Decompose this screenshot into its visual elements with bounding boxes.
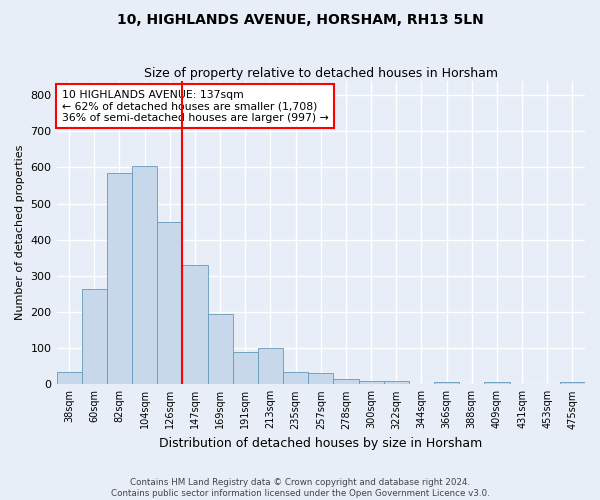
- Bar: [383, 382, 409, 384]
- Y-axis label: Number of detached properties: Number of detached properties: [15, 145, 25, 320]
- Bar: [308, 374, 334, 384]
- Bar: [132, 166, 157, 384]
- Text: 10 HIGHLANDS AVENUE: 137sqm
← 62% of detached houses are smaller (1,708)
36% of : 10 HIGHLANDS AVENUE: 137sqm ← 62% of det…: [62, 90, 329, 123]
- Bar: [107, 173, 132, 384]
- Title: Size of property relative to detached houses in Horsham: Size of property relative to detached ho…: [144, 66, 498, 80]
- Bar: [182, 265, 208, 384]
- Bar: [82, 288, 107, 384]
- X-axis label: Distribution of detached houses by size in Horsham: Distribution of detached houses by size …: [159, 437, 482, 450]
- Bar: [283, 372, 308, 384]
- Text: Contains HM Land Registry data © Crown copyright and database right 2024.
Contai: Contains HM Land Registry data © Crown c…: [110, 478, 490, 498]
- Bar: [434, 382, 459, 384]
- Bar: [233, 352, 258, 384]
- Bar: [560, 382, 585, 384]
- Bar: [484, 382, 509, 384]
- Bar: [334, 379, 359, 384]
- Bar: [208, 314, 233, 384]
- Bar: [359, 380, 383, 384]
- Bar: [157, 222, 182, 384]
- Bar: [258, 348, 283, 385]
- Text: 10, HIGHLANDS AVENUE, HORSHAM, RH13 5LN: 10, HIGHLANDS AVENUE, HORSHAM, RH13 5LN: [116, 12, 484, 26]
- Bar: [56, 372, 82, 384]
